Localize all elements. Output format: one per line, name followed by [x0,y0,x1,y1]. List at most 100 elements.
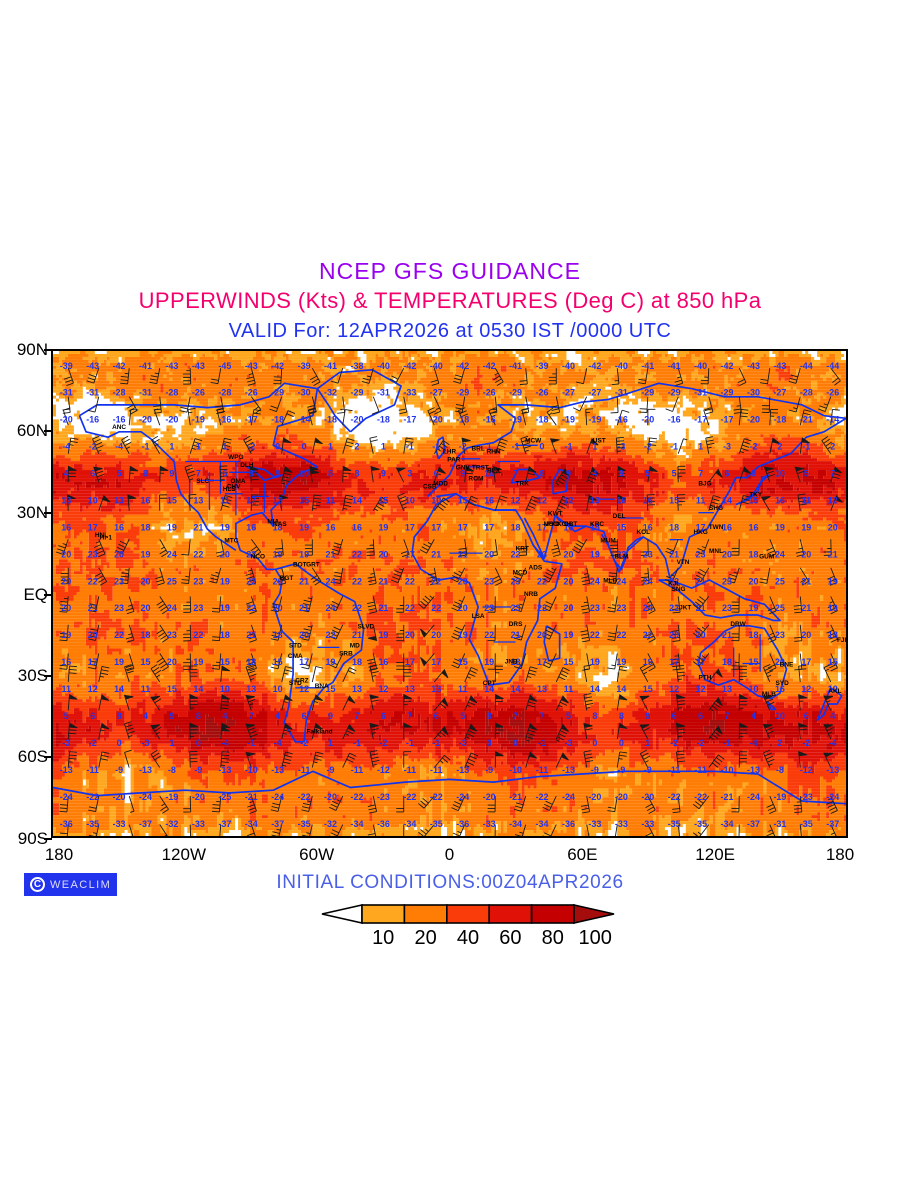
temperature-value: 5 [566,711,571,721]
wind-barb [269,396,283,413]
wind-barb [525,495,540,511]
temperature-value: -1 [247,738,255,748]
temperature-value: -37 [271,819,284,829]
temperature-value: 0 [513,738,518,748]
colorbar-tick-label: 80 [541,927,564,949]
temperature-value: -28 [218,388,231,398]
wind-barb [641,567,650,585]
wind-barb [419,539,435,554]
temperature-value: -19 [509,415,522,425]
wind-barb [521,407,530,426]
temperature-value: 24 [167,549,177,559]
wind-barb [639,396,649,413]
temperature-value: 11 [61,684,70,694]
temperature-value: 16 [352,522,362,532]
temperature-value: -25 [218,792,231,802]
temperature-value: -41 [324,361,337,371]
temperature-value: -3 [723,442,731,452]
station-id: ROM [468,475,483,482]
temperature-value: -10 [245,765,258,775]
wind-barb [494,824,496,836]
station-id: DLH [240,462,254,469]
temperature-value: 6 [725,469,730,479]
station-id: SLC [196,478,209,485]
wind-barb [249,465,259,483]
temperature-value: -40 [430,361,443,371]
temperature-value: 9 [275,469,280,479]
wind-barb [220,751,230,768]
temperature-value: 17 [537,522,547,532]
latitude-axis: 90N 60N 30N EQ 30S 60S 90S [0,340,52,848]
wind-barb [342,409,353,426]
wind-barb [418,795,435,809]
temperature-value: 20 [748,576,758,586]
temperature-value: 13 [537,684,547,694]
wind-barb [189,693,199,711]
temperature-value: 5 [64,711,69,721]
wind-barb [583,693,594,711]
coastline [272,563,365,743]
temperature-value: 15 [326,684,336,694]
temperature-value: -4 [62,442,70,452]
coastline [246,466,283,482]
temperature-value: 20 [273,576,283,586]
wind-barb [396,624,405,642]
wind-barb [245,752,255,768]
temperature-value: -39 [298,361,311,371]
wind-barb [451,624,466,640]
station-id: SYD [775,680,789,687]
wind-barb [616,494,626,511]
temperature-value: 20 [537,630,547,640]
wind-barb [692,824,710,836]
temperature-value: -9 [644,765,652,775]
temperature-value: -9 [115,765,123,775]
temperature-value: 17 [431,522,441,532]
temperature-value: -2 [247,442,255,452]
temperature-value: -31 [773,819,786,829]
wind-barb [98,494,111,511]
station-id: NRB [524,591,538,598]
temperature-value: -33 [641,819,654,829]
station-id: GUM [759,553,774,560]
temperature-value: -11 [668,765,680,775]
temperature-value: 22 [643,630,653,640]
temperature-value: -20 [165,415,178,425]
wind-barb [675,693,686,711]
wind-barb [210,368,222,385]
temperature-value: -13 [562,765,575,775]
temperature-value: 22 [537,576,547,586]
temperature-value: -33 [403,388,416,398]
wind-barb [793,596,803,614]
temperature-value: 20 [458,576,468,586]
lon-tick-label: 0 [444,845,455,864]
station-id: CSB [423,483,437,490]
temperature-value: 8 [751,469,756,479]
wind-barb [433,497,450,512]
wind-barb [128,824,134,836]
wind-barb [98,694,110,711]
station-id: HNL [95,532,108,539]
temperature-value: 25 [775,603,785,613]
temperature-value: 19 [167,522,177,532]
temperature-value: 9 [619,469,624,479]
wind-barb [583,664,592,683]
temperature-value: 17 [405,522,415,532]
temperature-value: -13 [271,765,284,775]
wind-barb [245,567,257,586]
wind-barb [798,722,808,740]
temperature-value: 22 [431,603,441,613]
temperature-value: 18 [748,549,758,559]
wind-barb [672,596,681,614]
wind-barb [430,368,440,386]
wind-barb [156,596,169,615]
temperature-value: 21 [696,603,706,613]
temperature-value: 18 [352,657,362,667]
temperature-value: 16 [61,522,71,532]
wind-barb [586,494,597,511]
temperature-value: 15 [273,657,283,667]
station-id: KCH [557,521,571,528]
wind-barb [555,495,570,511]
station-id: STD [289,642,302,649]
temperature-value: -21 [245,792,258,802]
wind-barb [525,722,538,742]
